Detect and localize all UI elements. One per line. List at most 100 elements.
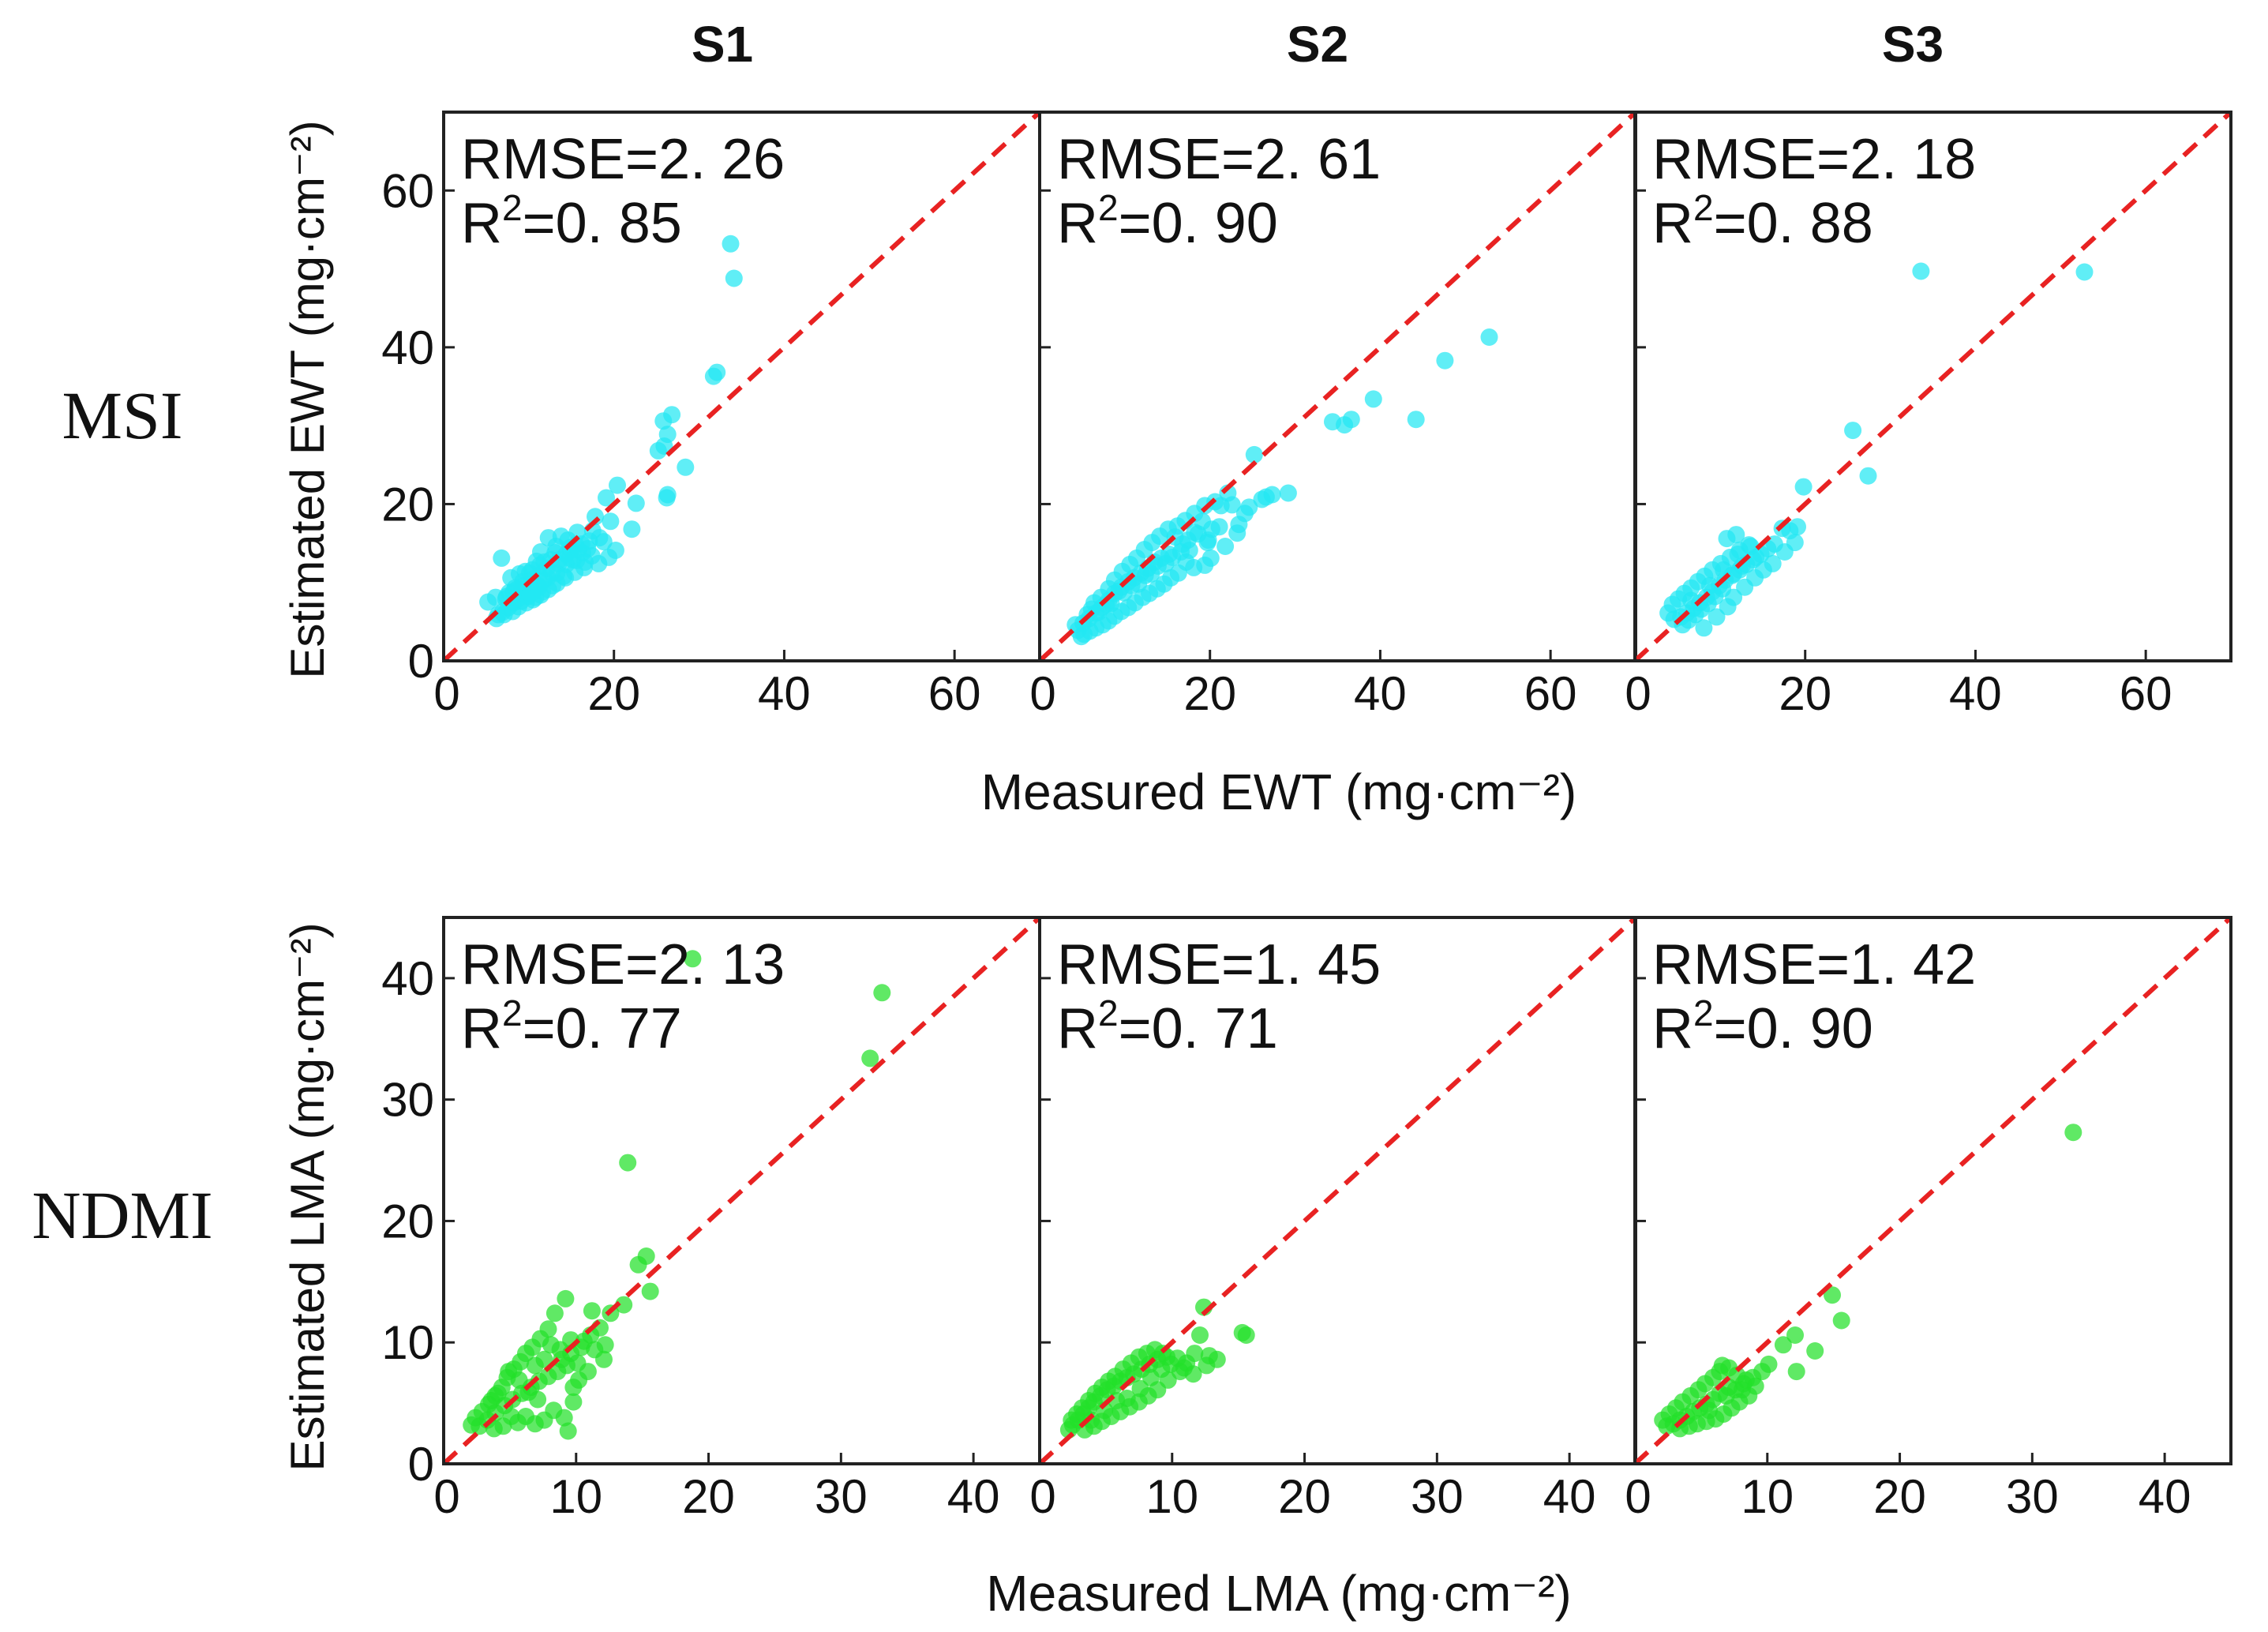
r2-annotation: R2=0. 85 [461, 187, 682, 255]
y-tick-label: 0 [408, 1438, 434, 1491]
data-point [1859, 467, 1877, 485]
data-point [606, 542, 624, 559]
x-tick-label: 30 [2006, 1470, 2059, 1523]
row-label-msi: MSI [62, 377, 183, 453]
data-point [1733, 1381, 1751, 1399]
x-tick-label: 20 [682, 1470, 735, 1523]
x-tick-label: 0 [433, 667, 459, 720]
data-point [1832, 1311, 1850, 1330]
scatter-points [1059, 1298, 1255, 1439]
r2-annotation: R2=0. 90 [1652, 992, 1873, 1060]
data-point [627, 494, 645, 512]
data-point [1436, 351, 1454, 370]
data-point [1089, 603, 1108, 621]
data-point [1342, 411, 1360, 429]
data-point [1172, 543, 1190, 561]
y-tick-label: 40 [381, 321, 434, 374]
x-tick-label: 40 [1543, 1470, 1596, 1523]
data-point [2064, 1124, 2082, 1142]
x-tick-label: 10 [549, 1470, 602, 1523]
data-point [658, 486, 677, 504]
data-point [609, 476, 626, 494]
x-tick-label: 40 [2139, 1470, 2191, 1523]
y-tick-label: 20 [381, 478, 434, 531]
data-point [1794, 478, 1813, 496]
data-point [1700, 576, 1719, 595]
y-tick-label: 10 [381, 1316, 434, 1369]
x-tick-label: 20 [587, 667, 640, 720]
data-point [1075, 625, 1093, 643]
x-tick-label: 0 [433, 1470, 459, 1523]
x-axis-label-lma: Measured LMA (mg·cm⁻²) [986, 1565, 1571, 1622]
data-point [629, 1255, 647, 1274]
x-tick-label: 20 [1183, 667, 1236, 720]
data-point [1245, 445, 1263, 463]
data-point [1324, 413, 1341, 431]
rmse-annotation: RMSE=2. 18 [1652, 128, 1976, 191]
panel-frame [1633, 111, 2232, 662]
data-point [677, 458, 695, 476]
x-tick-label: 0 [1625, 667, 1651, 720]
rmse-annotation: RMSE=2. 26 [461, 128, 785, 191]
data-point [619, 1154, 637, 1172]
data-point [1257, 488, 1275, 506]
r2-annotation: R2=0. 71 [1057, 992, 1278, 1060]
one-to-one-line [1040, 917, 1636, 1464]
data-point [479, 593, 497, 611]
one-to-one-line [1635, 112, 2231, 661]
scatter-points [463, 950, 891, 1440]
data-point [1130, 575, 1148, 593]
one-to-one-line [444, 917, 1040, 1464]
data-point [500, 1363, 518, 1381]
data-point [564, 1393, 583, 1411]
data-point [1786, 1326, 1804, 1344]
data-point [568, 523, 587, 542]
x-tick-label: 0 [1029, 667, 1055, 720]
data-point [1741, 538, 1760, 555]
data-point [1912, 262, 1930, 280]
data-point [861, 1049, 879, 1067]
data-point [1240, 498, 1258, 516]
rmse-annotation: RMSE=2. 61 [1057, 128, 1381, 191]
scatter-points [1067, 328, 1498, 646]
data-point [526, 1356, 544, 1375]
r2-annotation: R2=0. 88 [1652, 187, 1873, 255]
x-tick-label: 30 [815, 1470, 868, 1523]
x-tick-label: 60 [2120, 667, 2172, 720]
r2-annotation: R2=0. 90 [1057, 187, 1278, 255]
rmse-annotation: RMSE=1. 42 [1652, 933, 1976, 996]
x-tick-label: 0 [1625, 1470, 1651, 1523]
x-axis-label-ewt: Measured EWT (mg·cm⁻²) [981, 763, 1576, 820]
x-tick-label: 60 [928, 667, 981, 720]
data-point [493, 549, 511, 567]
data-point [482, 1392, 500, 1409]
data-point [575, 558, 593, 576]
data-point [545, 1304, 564, 1322]
data-point [873, 984, 891, 1002]
scatter-points [1654, 1124, 2082, 1438]
data-point [559, 1422, 577, 1440]
y-tick-label: 20 [381, 1195, 434, 1247]
data-point [615, 1296, 633, 1314]
r2-annotation: R2=0. 77 [461, 992, 682, 1060]
data-point [1082, 1411, 1100, 1429]
data-point [649, 441, 667, 460]
data-point [598, 489, 615, 507]
x-tick-label: 20 [1278, 1470, 1331, 1523]
y-tick-label: 40 [381, 952, 434, 1005]
data-point [1700, 1401, 1718, 1420]
data-point [595, 1350, 613, 1368]
x-tick-label: 0 [1029, 1470, 1055, 1523]
y-axis-label-ewt: Estimated EWT (mg·cm⁻²) [281, 120, 334, 678]
data-point [1364, 390, 1382, 408]
column-header-s3: S3 [1882, 16, 1944, 73]
data-point [1717, 1386, 1735, 1405]
data-point [641, 1282, 659, 1300]
y-tick-label: 0 [408, 635, 434, 688]
data-point [725, 269, 743, 287]
data-point [1200, 1347, 1218, 1365]
data-point [1729, 546, 1747, 563]
data-point [1787, 1363, 1805, 1381]
